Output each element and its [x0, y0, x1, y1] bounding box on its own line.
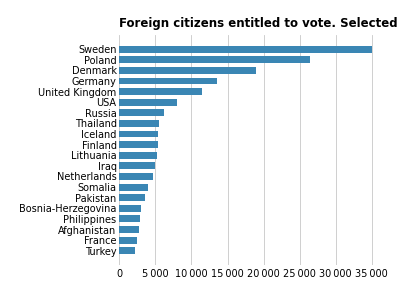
- Bar: [119, 173, 153, 180]
- Bar: [119, 162, 156, 169]
- Text: Foreign citizens entitled to vote. Selected country. Estimated figures: Foreign citizens entitled to vote. Selec…: [119, 17, 398, 30]
- Bar: [119, 226, 139, 233]
- Bar: [119, 78, 217, 84]
- Bar: [119, 131, 158, 138]
- Bar: [119, 152, 157, 159]
- Bar: [119, 88, 202, 95]
- Bar: [119, 194, 145, 201]
- Bar: [119, 46, 372, 53]
- Bar: [119, 216, 140, 222]
- Bar: [119, 56, 310, 63]
- Bar: [119, 184, 148, 191]
- Bar: [119, 141, 158, 148]
- Bar: [119, 99, 177, 106]
- Bar: [119, 67, 256, 74]
- Bar: [119, 247, 135, 254]
- Bar: [119, 237, 137, 243]
- Bar: [119, 205, 141, 212]
- Bar: [119, 120, 159, 127]
- Bar: [119, 109, 164, 116]
